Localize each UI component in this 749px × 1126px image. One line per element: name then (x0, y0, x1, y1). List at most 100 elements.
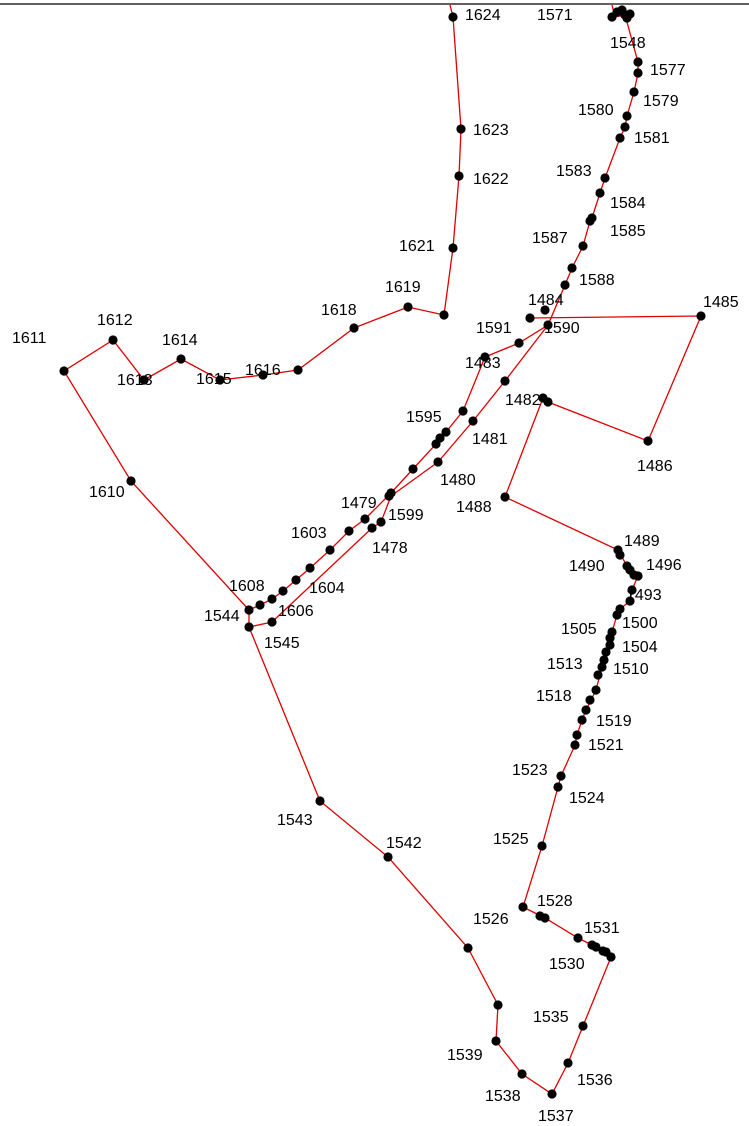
point-label: 1525 (493, 831, 529, 848)
route-point[interactable] (468, 416, 478, 426)
route-point[interactable] (267, 594, 277, 604)
route-point[interactable] (244, 622, 254, 632)
route-point[interactable] (627, 585, 637, 595)
route-point[interactable] (463, 943, 473, 953)
route-point[interactable] (591, 685, 601, 695)
route-point[interactable] (255, 600, 265, 610)
route-point[interactable] (383, 852, 393, 862)
route-point[interactable] (577, 715, 587, 725)
route-point[interactable] (543, 320, 553, 330)
route-point[interactable] (622, 111, 632, 121)
route-point[interactable] (585, 695, 595, 705)
route-point[interactable] (518, 902, 528, 912)
point-label: 1480 (440, 472, 476, 489)
route-point[interactable] (500, 376, 510, 386)
route-point[interactable] (605, 640, 615, 650)
route-point[interactable] (278, 586, 288, 596)
route-point[interactable] (458, 406, 468, 416)
route-point[interactable] (605, 633, 615, 643)
route-point[interactable] (305, 563, 315, 573)
route-point[interactable] (538, 393, 548, 403)
route-point[interactable] (244, 605, 254, 615)
route-point[interactable] (441, 427, 451, 437)
route-point[interactable] (139, 375, 149, 385)
route-point[interactable] (293, 365, 303, 375)
point-label: 1580 (578, 102, 614, 119)
route-point[interactable] (59, 366, 69, 376)
route-point[interactable] (540, 913, 550, 923)
route-point[interactable] (176, 354, 186, 364)
route-point[interactable] (384, 491, 394, 501)
route-point[interactable] (606, 952, 616, 962)
route-point[interactable] (108, 335, 118, 345)
route-point[interactable] (633, 68, 643, 78)
route-point[interactable] (597, 662, 607, 672)
route-point[interactable] (585, 216, 595, 226)
point-label: 1591 (476, 320, 512, 337)
route-point[interactable] (593, 670, 603, 680)
route-point[interactable] (525, 313, 535, 323)
route-point[interactable] (599, 655, 609, 665)
route-point[interactable] (431, 439, 441, 449)
route-point[interactable] (360, 514, 370, 524)
route-point[interactable] (267, 617, 277, 627)
route-point[interactable] (439, 310, 449, 320)
route-point[interactable] (491, 1036, 501, 1046)
route-point[interactable] (567, 263, 577, 273)
route-point[interactable] (547, 1089, 557, 1099)
route-point[interactable] (560, 280, 570, 290)
route-point[interactable] (291, 575, 301, 585)
route-point[interactable] (572, 730, 582, 740)
route-point[interactable] (581, 705, 591, 715)
route-point[interactable] (514, 338, 524, 348)
route-point[interactable] (578, 241, 588, 251)
route-point[interactable] (126, 476, 136, 486)
route-point[interactable] (615, 550, 625, 560)
route-point[interactable] (573, 933, 583, 943)
route-point[interactable] (500, 492, 510, 502)
route-point[interactable] (625, 596, 635, 606)
route-point[interactable] (258, 370, 268, 380)
route-point[interactable] (601, 647, 611, 657)
route-point[interactable] (537, 841, 547, 851)
route-point[interactable] (480, 352, 490, 362)
route-point[interactable] (540, 305, 550, 315)
point-label: 1537 (538, 1108, 574, 1125)
route-point[interactable] (448, 12, 458, 22)
route-point[interactable] (367, 523, 377, 533)
route-point[interactable] (563, 1058, 573, 1068)
route-point[interactable] (570, 740, 580, 750)
route-point[interactable] (600, 173, 610, 183)
point-label: 1531 (584, 920, 620, 937)
route-point[interactable] (620, 122, 630, 132)
route-point[interactable] (325, 545, 335, 555)
route-point[interactable] (344, 526, 354, 536)
route-point[interactable] (643, 436, 653, 446)
point-label: 1615 (196, 371, 232, 388)
route-point[interactable] (633, 571, 643, 581)
route-point[interactable] (493, 1000, 503, 1010)
route-point[interactable] (591, 942, 601, 952)
route-point[interactable] (456, 124, 466, 134)
route-point[interactable] (615, 133, 625, 143)
route-point[interactable] (403, 302, 413, 312)
route-point[interactable] (578, 1021, 588, 1031)
route-point[interactable] (633, 57, 643, 67)
route-point[interactable] (517, 1069, 527, 1079)
route-point[interactable] (454, 171, 464, 181)
route-point[interactable] (408, 464, 418, 474)
route-point[interactable] (553, 782, 563, 792)
route-point[interactable] (448, 243, 458, 253)
route-point[interactable] (433, 457, 443, 467)
route-point[interactable] (595, 188, 605, 198)
route-point[interactable] (629, 87, 639, 97)
route-point[interactable] (696, 311, 706, 321)
route-point[interactable] (612, 610, 622, 620)
route-point[interactable] (622, 13, 632, 23)
route-point[interactable] (215, 375, 225, 385)
route-point[interactable] (556, 771, 566, 781)
route-point[interactable] (349, 323, 359, 333)
route-point[interactable] (315, 796, 325, 806)
route-point[interactable] (376, 517, 386, 527)
